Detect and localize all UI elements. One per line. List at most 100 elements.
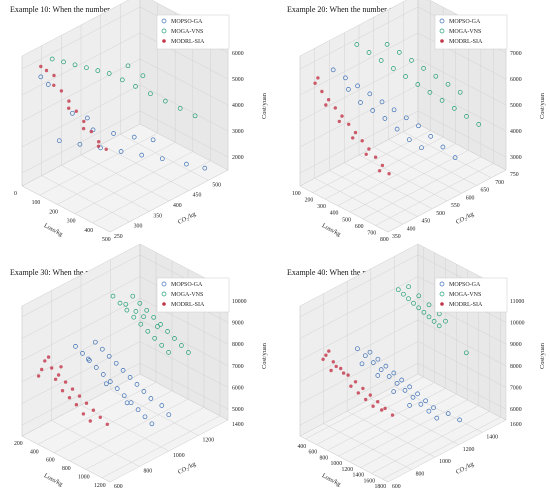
data-point xyxy=(457,89,463,95)
data-point xyxy=(358,100,363,105)
data-point xyxy=(139,152,145,158)
z-grid-back xyxy=(417,297,507,345)
x-tick-label: 400 xyxy=(30,449,39,455)
data-point xyxy=(383,363,389,369)
data-point xyxy=(359,361,365,367)
data-point xyxy=(340,114,344,118)
data-point xyxy=(394,126,400,132)
data-point xyxy=(52,73,56,78)
y-tick-label: 600 xyxy=(114,484,123,490)
data-point xyxy=(70,110,75,116)
x-tick-label: 800 xyxy=(380,237,389,243)
data-point xyxy=(440,144,446,150)
data-point xyxy=(121,393,127,399)
data-point xyxy=(382,116,388,121)
data-point xyxy=(333,106,337,110)
data-point xyxy=(72,62,78,68)
data-point xyxy=(56,373,61,377)
legend-label: MOPSO-GA xyxy=(171,19,203,25)
data-point xyxy=(406,137,412,143)
data-point xyxy=(364,397,368,402)
y-grid-floor xyxy=(299,185,389,233)
data-point xyxy=(177,106,183,111)
z-grid-back xyxy=(417,362,507,410)
data-point xyxy=(464,114,469,119)
data-point xyxy=(349,384,353,388)
data-point xyxy=(148,91,153,97)
y-axis-label: CO₂/kg xyxy=(177,460,198,476)
data-point xyxy=(61,59,66,65)
y-tick-label: 400 xyxy=(407,226,416,232)
data-point xyxy=(331,360,335,364)
data-point xyxy=(415,82,421,87)
data-point xyxy=(411,300,416,306)
data-point xyxy=(159,403,165,408)
data-point xyxy=(421,309,427,315)
x-tick-label: 400 xyxy=(330,211,339,217)
legend-label: MODRL-SIA xyxy=(171,39,205,45)
data-point xyxy=(141,314,146,320)
y-tick-label: 800 xyxy=(144,469,153,475)
data-point xyxy=(390,413,395,417)
data-point xyxy=(127,375,133,380)
z-tick-label: 7000 xyxy=(510,51,522,57)
legend-marker xyxy=(439,18,445,24)
series-mopso-ga xyxy=(73,339,172,427)
x-grid-floor xyxy=(338,393,457,457)
z-tick-label: 6000 xyxy=(510,77,522,83)
chart-title: Example 30: When the number of points is… xyxy=(10,268,157,277)
data-point xyxy=(141,389,147,394)
data-point xyxy=(59,365,63,369)
z-tick-label: 6000 xyxy=(510,407,522,413)
data-point xyxy=(434,415,440,421)
data-point xyxy=(426,408,432,414)
x-tick-label: 1800 xyxy=(375,484,387,490)
data-point xyxy=(409,58,414,63)
data-point xyxy=(50,366,54,370)
series-modrl-sia xyxy=(36,355,110,426)
data-point xyxy=(377,169,382,173)
y-tick-label: 1200 xyxy=(203,438,215,444)
data-point xyxy=(60,389,65,393)
y-tick-label: 350 xyxy=(392,234,401,240)
data-point xyxy=(117,300,123,306)
y-tick-label: 1600 xyxy=(510,422,522,428)
data-point xyxy=(140,73,146,79)
data-point xyxy=(49,56,55,62)
data-point xyxy=(353,130,358,135)
y-tick-label: 600 xyxy=(392,484,401,490)
y-grid-floor xyxy=(299,435,389,483)
z-tick-label: 6000 xyxy=(232,51,244,57)
data-point xyxy=(144,307,150,313)
data-point xyxy=(133,84,138,89)
data-point xyxy=(149,421,155,427)
data-point xyxy=(131,134,137,140)
legend-label: MOGA-VNS xyxy=(449,292,481,298)
x-tick-label: 400 xyxy=(84,228,93,234)
y-tick-label: 400 xyxy=(173,203,182,209)
legend-marker xyxy=(162,39,166,43)
data-point xyxy=(451,106,457,111)
chart-panel-1: Example 10: When the number of points is… xyxy=(10,0,268,243)
legend-marker xyxy=(161,291,167,297)
z-grid-left xyxy=(299,341,419,404)
y-grid-floor xyxy=(80,404,170,452)
series-modrl-sia xyxy=(321,349,395,417)
data-point xyxy=(364,152,368,156)
series-modrl-sia xyxy=(313,76,391,176)
z-tick-label: 6000 xyxy=(232,386,244,392)
data-point xyxy=(339,366,343,371)
y-tick-label: 500 xyxy=(436,211,445,217)
data-point xyxy=(347,122,351,127)
legend: MOPSO-GA MOGA-VNS MODRL-SIA xyxy=(434,14,508,50)
data-point xyxy=(428,134,434,139)
z-tick-label: 3000 xyxy=(232,129,244,135)
z-tick-label: 8000 xyxy=(232,342,244,348)
data-point xyxy=(367,91,373,97)
x-tick-label: 100 xyxy=(292,191,301,197)
y-grid-floor xyxy=(358,154,448,202)
y-grid-floor xyxy=(323,423,412,470)
z-tick-label: 3000 xyxy=(510,155,522,161)
y-tick-label: 300 xyxy=(134,224,143,230)
z-tick-label: 9000 xyxy=(232,321,244,327)
